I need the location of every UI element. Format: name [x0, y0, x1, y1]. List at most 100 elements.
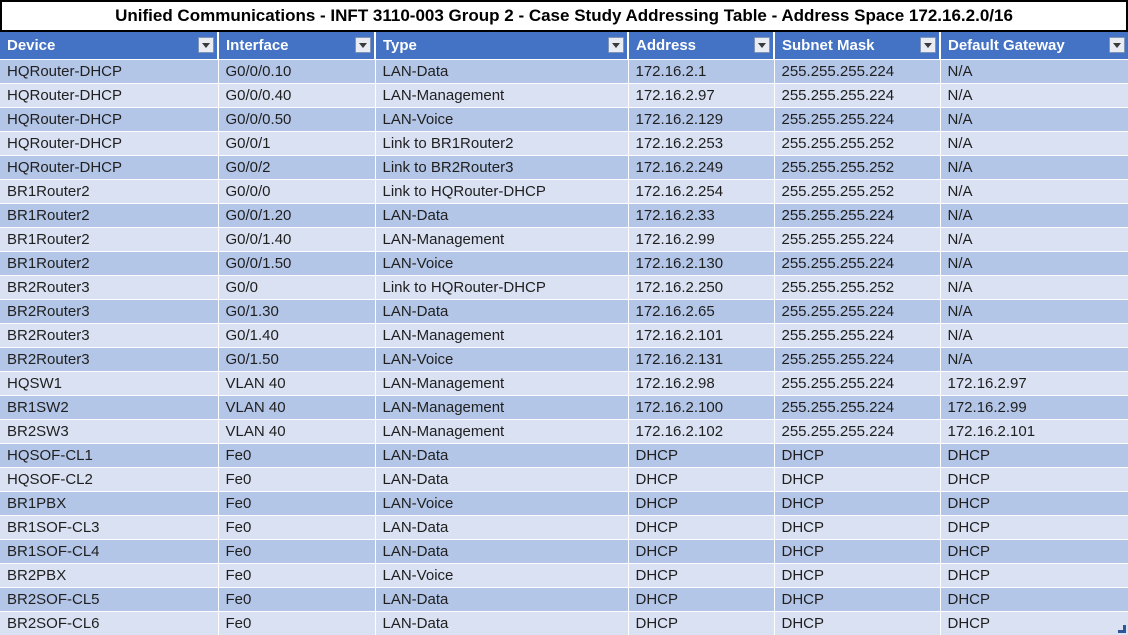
cell-address[interactable]: DHCP — [628, 467, 775, 492]
cell-default-gateway[interactable]: 172.16.2.99 — [940, 395, 1128, 420]
cell-interface[interactable]: Fe0 — [218, 467, 376, 492]
cell-interface[interactable]: Fe0 — [218, 539, 376, 564]
cell-type[interactable]: LAN-Voice — [375, 563, 629, 588]
cell-default-gateway[interactable]: DHCP — [940, 443, 1128, 468]
cell-interface[interactable]: G0/0/2 — [218, 155, 376, 180]
cell-type[interactable]: LAN-Data — [375, 203, 629, 228]
cell-device[interactable]: HQRouter-DHCP — [0, 107, 219, 132]
cell-address[interactable]: 172.16.2.253 — [628, 131, 775, 156]
cell-subnet-mask[interactable]: DHCP — [774, 611, 941, 635]
cell-device[interactable]: BR2Router3 — [0, 323, 219, 348]
cell-default-gateway[interactable]: N/A — [940, 323, 1128, 348]
cell-interface[interactable]: G0/0/1.20 — [218, 203, 376, 228]
cell-device[interactable]: HQRouter-DHCP — [0, 83, 219, 108]
cell-device[interactable]: HQSOF-CL1 — [0, 443, 219, 468]
cell-subnet-mask[interactable]: 255.255.255.224 — [774, 83, 941, 108]
cell-device[interactable]: BR1Router2 — [0, 227, 219, 252]
cell-interface[interactable]: G0/0/0.50 — [218, 107, 376, 132]
cell-subnet-mask[interactable]: 255.255.255.252 — [774, 179, 941, 204]
column-header-subnet-mask[interactable]: Subnet Mask — [774, 32, 941, 60]
filter-dropdown-button[interactable] — [355, 37, 371, 54]
filter-dropdown-button[interactable] — [920, 37, 936, 54]
cell-subnet-mask[interactable]: 255.255.255.252 — [774, 155, 941, 180]
cell-device[interactable]: BR1SOF-CL3 — [0, 515, 219, 540]
cell-device[interactable]: BR1Router2 — [0, 179, 219, 204]
cell-type[interactable]: LAN-Management — [375, 371, 629, 396]
cell-subnet-mask[interactable]: 255.255.255.224 — [774, 323, 941, 348]
cell-subnet-mask[interactable]: DHCP — [774, 467, 941, 492]
cell-device[interactable]: BR1PBX — [0, 491, 219, 516]
cell-interface[interactable]: Fe0 — [218, 443, 376, 468]
cell-default-gateway[interactable]: N/A — [940, 131, 1128, 156]
cell-default-gateway[interactable]: DHCP — [940, 491, 1128, 516]
cell-type[interactable]: LAN-Management — [375, 227, 629, 252]
cell-subnet-mask[interactable]: 255.255.255.224 — [774, 347, 941, 372]
cell-interface[interactable]: G0/1.40 — [218, 323, 376, 348]
cell-device[interactable]: HQSOF-CL2 — [0, 467, 219, 492]
cell-subnet-mask[interactable]: 255.255.255.224 — [774, 107, 941, 132]
column-header-address[interactable]: Address — [628, 32, 775, 60]
cell-type[interactable]: LAN-Management — [375, 323, 629, 348]
cell-address[interactable]: 172.16.2.249 — [628, 155, 775, 180]
cell-device[interactable]: BR1Router2 — [0, 203, 219, 228]
cell-subnet-mask[interactable]: 255.255.255.224 — [774, 59, 941, 84]
cell-device[interactable]: BR2Router3 — [0, 347, 219, 372]
cell-interface[interactable]: G0/1.30 — [218, 299, 376, 324]
cell-interface[interactable]: G0/0/0.40 — [218, 83, 376, 108]
cell-subnet-mask[interactable]: DHCP — [774, 491, 941, 516]
cell-interface[interactable]: G0/0 — [218, 275, 376, 300]
cell-subnet-mask[interactable]: 255.255.255.224 — [774, 299, 941, 324]
cell-type[interactable]: LAN-Management — [375, 83, 629, 108]
cell-address[interactable]: DHCP — [628, 491, 775, 516]
cell-device[interactable]: BR2SOF-CL6 — [0, 611, 219, 635]
cell-interface[interactable]: VLAN 40 — [218, 395, 376, 420]
cell-default-gateway[interactable]: 172.16.2.97 — [940, 371, 1128, 396]
cell-subnet-mask[interactable]: DHCP — [774, 563, 941, 588]
cell-device[interactable]: HQRouter-DHCP — [0, 59, 219, 84]
cell-interface[interactable]: Fe0 — [218, 563, 376, 588]
table-resize-handle[interactable] — [1118, 625, 1126, 633]
cell-address[interactable]: 172.16.2.100 — [628, 395, 775, 420]
cell-type[interactable]: LAN-Management — [375, 395, 629, 420]
cell-device[interactable]: BR1Router2 — [0, 251, 219, 276]
cell-type[interactable]: LAN-Data — [375, 611, 629, 635]
cell-default-gateway[interactable]: N/A — [940, 179, 1128, 204]
cell-interface[interactable]: G0/1.50 — [218, 347, 376, 372]
cell-subnet-mask[interactable]: 255.255.255.224 — [774, 203, 941, 228]
cell-subnet-mask[interactable]: 255.255.255.224 — [774, 227, 941, 252]
cell-subnet-mask[interactable]: 255.255.255.224 — [774, 251, 941, 276]
cell-type[interactable]: LAN-Voice — [375, 347, 629, 372]
cell-address[interactable]: 172.16.2.97 — [628, 83, 775, 108]
cell-interface[interactable]: Fe0 — [218, 515, 376, 540]
cell-default-gateway[interactable]: DHCP — [940, 539, 1128, 564]
cell-type[interactable]: LAN-Data — [375, 515, 629, 540]
cell-default-gateway[interactable]: N/A — [940, 275, 1128, 300]
cell-address[interactable]: 172.16.2.131 — [628, 347, 775, 372]
cell-address[interactable]: 172.16.2.101 — [628, 323, 775, 348]
cell-default-gateway[interactable]: DHCP — [940, 563, 1128, 588]
cell-default-gateway[interactable]: N/A — [940, 299, 1128, 324]
cell-address[interactable]: DHCP — [628, 587, 775, 612]
cell-device[interactable]: BR2SW3 — [0, 419, 219, 444]
cell-interface[interactable]: Fe0 — [218, 587, 376, 612]
cell-device[interactable]: BR2Router3 — [0, 299, 219, 324]
cell-interface[interactable]: G0/0/0 — [218, 179, 376, 204]
cell-address[interactable]: 172.16.2.129 — [628, 107, 775, 132]
column-header-type[interactable]: Type — [375, 32, 629, 60]
cell-address[interactable]: DHCP — [628, 443, 775, 468]
cell-address[interactable]: 172.16.2.250 — [628, 275, 775, 300]
cell-address[interactable]: 172.16.2.102 — [628, 419, 775, 444]
cell-interface[interactable]: Fe0 — [218, 491, 376, 516]
cell-subnet-mask[interactable]: 255.255.255.252 — [774, 131, 941, 156]
cell-subnet-mask[interactable]: DHCP — [774, 587, 941, 612]
cell-address[interactable]: 172.16.2.98 — [628, 371, 775, 396]
cell-type[interactable]: Link to HQRouter-DHCP — [375, 275, 629, 300]
cell-device[interactable]: HQRouter-DHCP — [0, 131, 219, 156]
cell-interface[interactable]: G0/0/1 — [218, 131, 376, 156]
filter-dropdown-button[interactable] — [754, 37, 770, 54]
cell-subnet-mask[interactable]: 255.255.255.252 — [774, 275, 941, 300]
cell-address[interactable]: DHCP — [628, 515, 775, 540]
filter-dropdown-button[interactable] — [1109, 37, 1125, 54]
cell-type[interactable]: LAN-Voice — [375, 251, 629, 276]
cell-subnet-mask[interactable]: DHCP — [774, 515, 941, 540]
